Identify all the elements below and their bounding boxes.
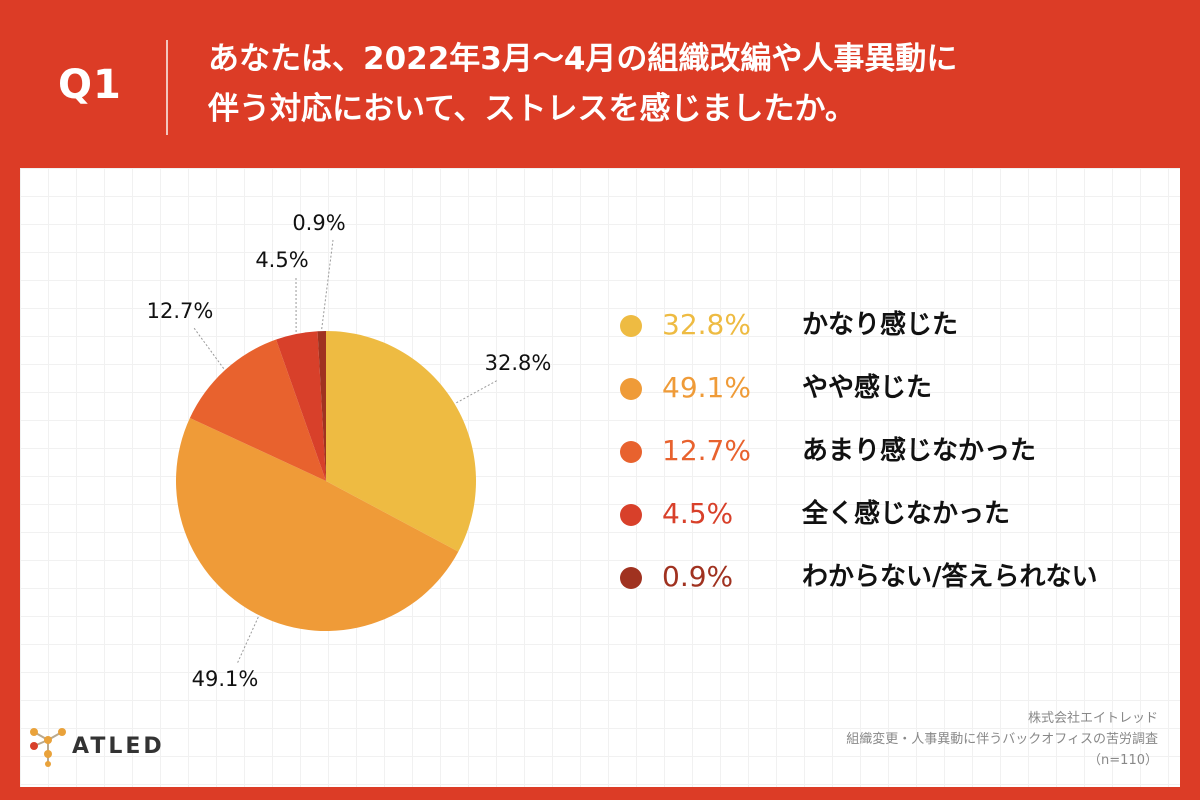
question-title: あなたは、2022年3月〜4月の組織改編や人事異動に 伴う対応において、ストレス… <box>208 34 1168 134</box>
pie-data-label: 0.9% <box>292 211 345 235</box>
question-number: Q1 <box>58 62 122 108</box>
source-note: 株式会社エイトレッド 組織変更・人事異動に伴うバックオフィスの苦労調査 （n=1… <box>846 708 1158 771</box>
question-title-line2: 伴う対応において、ストレスを感じましたか。 <box>208 91 856 127</box>
legend-value: 4.5% <box>662 497 734 530</box>
pie-data-label: 12.7% <box>147 299 214 323</box>
legend-dot <box>620 315 642 337</box>
header-divider <box>166 40 168 135</box>
pie-data-label: 4.5% <box>255 248 308 272</box>
legend-label: かなり感じた <box>802 310 959 340</box>
source-sample: （n=110） <box>1088 753 1158 768</box>
leader-line <box>321 239 334 330</box>
legend-dot <box>620 378 642 400</box>
legend-dot <box>620 441 642 463</box>
source-company: 株式会社エイトレッド <box>1027 711 1158 726</box>
legend-dot <box>620 567 642 589</box>
pie-slice <box>317 331 326 481</box>
pie-data-label: 49.1% <box>192 667 259 691</box>
legend-value: 32.8% <box>662 308 751 341</box>
source-survey: 組織変更・人事異動に伴うバックオフィスの苦労調査 <box>846 732 1158 747</box>
pie-slice <box>276 331 326 481</box>
atled-logo: ATLED <box>28 724 162 772</box>
legend-label: 全く感じなかった <box>802 499 1011 529</box>
legend-label: やや感じた <box>802 373 933 403</box>
leader-line <box>456 379 499 404</box>
legend-label: あまり感じなかった <box>802 436 1037 466</box>
question-title-line1: あなたは、2022年3月〜4月の組織改編や人事異動に <box>208 41 958 77</box>
pie-slice <box>189 339 326 481</box>
legend-value: 0.9% <box>662 560 734 593</box>
pie-slice <box>326 331 477 552</box>
question-header: Q1 あなたは、2022年3月〜4月の組織改編や人事異動に 伴う対応において、ス… <box>0 0 1200 165</box>
atled-logo-text: ATLED <box>72 734 165 759</box>
legend-label: わからない/答えられない <box>802 562 1098 592</box>
atled-logo-icon <box>30 728 66 767</box>
leader-line <box>236 616 259 665</box>
leader-line <box>193 327 225 369</box>
pie-slice <box>175 417 459 632</box>
pie-data-label: 32.8% <box>485 351 552 375</box>
legend-value: 12.7% <box>662 434 751 467</box>
legend-value: 49.1% <box>662 371 751 404</box>
legend-dot <box>620 504 642 526</box>
